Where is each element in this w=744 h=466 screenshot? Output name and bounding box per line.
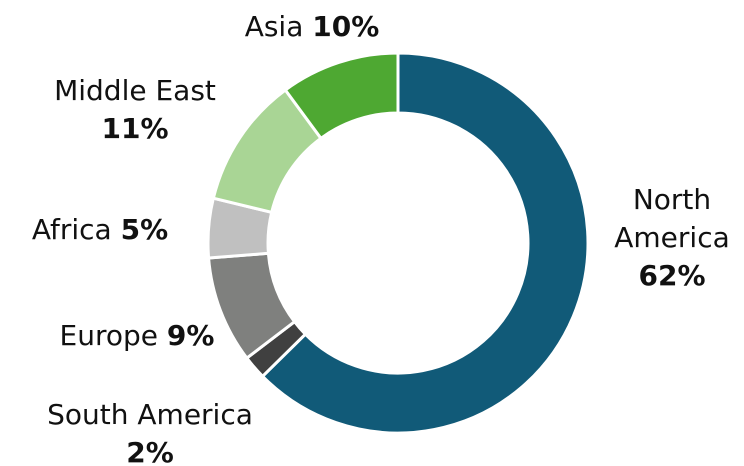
category-label: Africa [31, 213, 112, 246]
category-label: North America [614, 183, 730, 254]
slice-label: Europe 9% [0, 317, 287, 355]
value-label: 9% [166, 319, 215, 352]
donut-slice [283, 51, 400, 141]
value-label: 62% [638, 259, 706, 292]
slice-label: Asia 10% [162, 8, 462, 46]
slice-label: Africa 5% [0, 211, 250, 249]
value-label: 11% [101, 112, 169, 145]
slice-label: North America 62% [597, 181, 744, 295]
slice-label: Middle East 11% [0, 72, 285, 148]
category-label: South America [47, 398, 253, 431]
slice-label: South America 2% [0, 396, 300, 466]
value-label: 2% [126, 436, 174, 466]
value-label: 10% [312, 10, 380, 43]
donut-slice [260, 51, 590, 435]
category-label: Europe [59, 319, 158, 352]
category-label: Asia [244, 10, 304, 43]
value-label: 5% [120, 213, 169, 246]
category-label: Middle East [54, 74, 216, 107]
